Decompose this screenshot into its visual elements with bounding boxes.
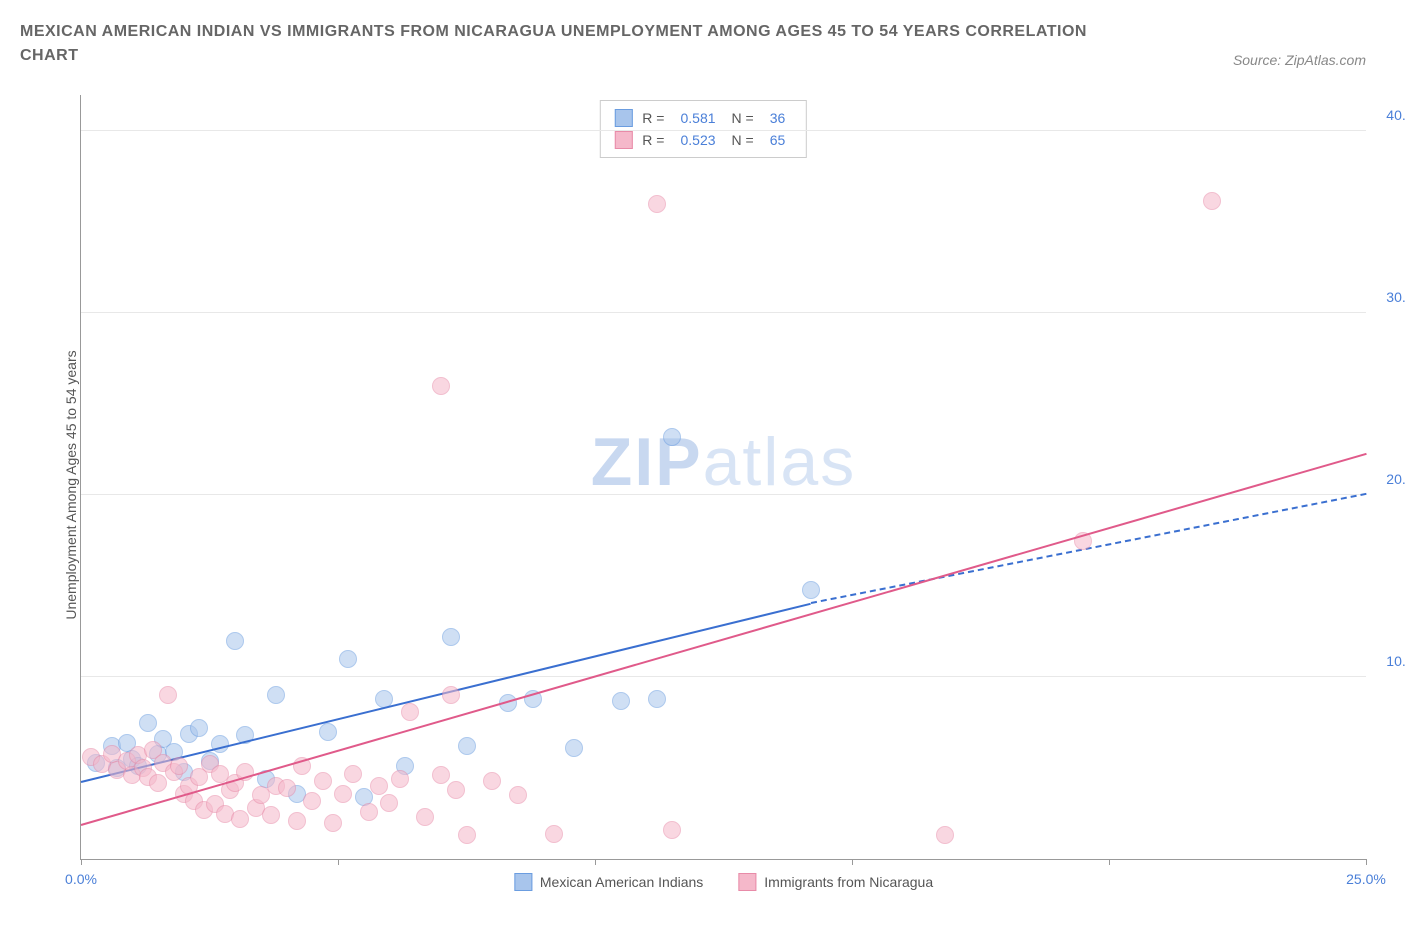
data-point [139,714,157,732]
data-point [370,777,388,795]
x-tick-label: 0.0% [65,871,97,887]
data-point [360,803,378,821]
trend-line-extrapolated [811,493,1366,604]
data-point [267,686,285,704]
swatch-series1 [614,109,632,127]
data-point [391,770,409,788]
watermark: ZIPatlas [591,423,856,501]
source-attribution: Source: ZipAtlas.com [1233,52,1366,68]
data-point [288,812,306,830]
x-tick [1366,859,1367,865]
stats-row-series1: R = 0.581 N = 36 [614,107,791,129]
y-axis-label: Unemployment Among Ages 45 to 54 years [63,350,79,619]
data-point [1203,192,1221,210]
legend-swatch-series2 [738,873,756,891]
data-point [226,632,244,650]
data-point [170,757,188,775]
data-point [314,772,332,790]
data-point [442,686,460,704]
data-point [442,628,460,646]
plot-area: Unemployment Among Ages 45 to 54 years Z… [80,95,1366,860]
data-point [324,814,342,832]
data-point [663,428,681,446]
data-point [262,806,280,824]
data-point [339,650,357,668]
x-tick [338,859,339,865]
data-point [319,723,337,741]
data-point [231,810,249,828]
data-point [483,772,501,790]
data-point [432,377,450,395]
data-point [936,826,954,844]
gridline [81,676,1366,677]
data-point [545,825,563,843]
data-point [432,766,450,784]
data-point [565,739,583,757]
gridline [81,312,1366,313]
data-point [401,703,419,721]
data-point [334,785,352,803]
chart-title: MEXICAN AMERICAN INDIAN VS IMMIGRANTS FR… [20,20,1120,68]
y-tick-label: 30.0% [1371,289,1406,305]
data-point [663,821,681,839]
data-point [447,781,465,799]
x-tick [81,859,82,865]
y-tick-label: 10.0% [1371,653,1406,669]
data-point [648,195,666,213]
data-point [190,719,208,737]
gridline [81,130,1366,131]
data-point [612,692,630,710]
y-tick-label: 40.0% [1371,107,1406,123]
legend-item-series1: Mexican American Indians [514,873,703,891]
data-point [344,765,362,783]
x-tick [595,859,596,865]
correlation-stats-box: R = 0.581 N = 36 R = 0.523 N = 65 [599,100,806,158]
data-point [458,737,476,755]
data-point [802,581,820,599]
data-point [380,794,398,812]
data-point [278,779,296,797]
legend-swatch-series1 [514,873,532,891]
data-point [416,808,434,826]
legend: Mexican American Indians Immigrants from… [514,873,933,891]
correlation-chart: MEXICAN AMERICAN INDIAN VS IMMIGRANTS FR… [20,20,1386,910]
gridline [81,494,1366,495]
x-tick-label: 25.0% [1346,871,1386,887]
trend-line [81,453,1367,826]
swatch-series2 [614,131,632,149]
data-point [648,690,666,708]
stats-row-series2: R = 0.523 N = 65 [614,129,791,151]
y-tick-label: 20.0% [1371,471,1406,487]
x-tick [852,859,853,865]
data-point [149,774,167,792]
data-point [509,786,527,804]
data-point [303,792,321,810]
legend-item-series2: Immigrants from Nicaragua [738,873,933,891]
data-point [159,686,177,704]
x-tick [1109,859,1110,865]
data-point [458,826,476,844]
